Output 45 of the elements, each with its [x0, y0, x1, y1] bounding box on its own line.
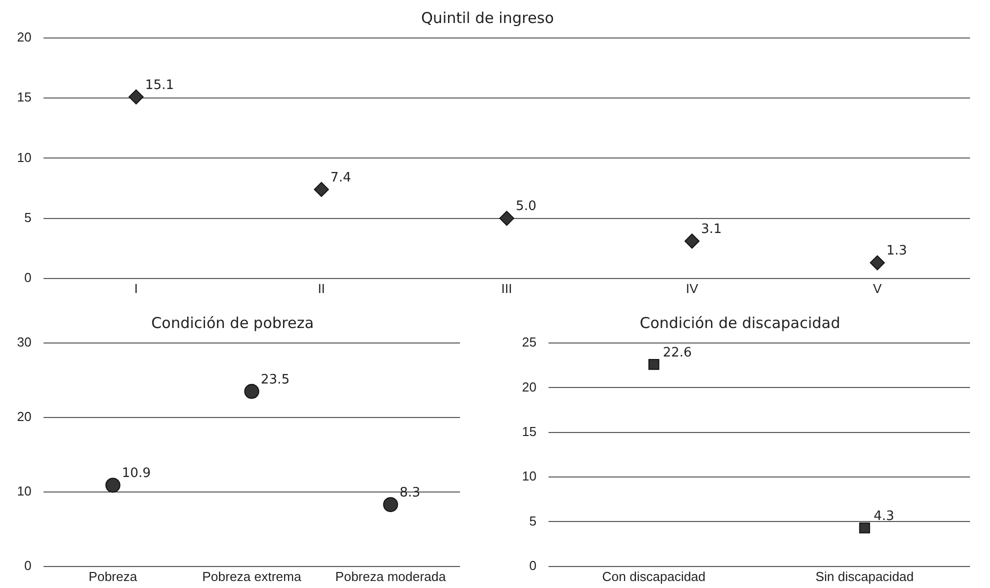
point	[105, 478, 120, 493]
y-tick-label: 0	[529, 558, 536, 573]
x-tick-label: IV	[686, 280, 698, 296]
point	[244, 384, 260, 399]
point	[383, 497, 398, 512]
data-label: 7.4	[330, 170, 352, 186]
y-tick-label: 0	[24, 270, 32, 285]
point	[684, 234, 700, 249]
data-label: 4.3	[874, 508, 894, 524]
y-tick-label: 5	[24, 210, 32, 225]
data-label: 22.6	[662, 345, 692, 360]
x-tick-label: Sin discapacidad	[815, 568, 914, 584]
x-tick-label: Pobreza extrema	[202, 568, 302, 584]
y-tick-label: 20	[522, 379, 536, 394]
chart-title: Condición de pobreza	[151, 314, 314, 332]
y-tick-label: 25	[522, 334, 536, 350]
data-label: 10.9	[122, 466, 151, 482]
x-tick-label: V	[873, 280, 882, 296]
y-tick-label: 30	[16, 334, 32, 350]
chart-title: Quintil de ingreso	[421, 8, 554, 27]
data-label: 23.5	[260, 372, 290, 388]
x-tick-label: Pobreza moderada	[335, 568, 447, 584]
y-tick-label: 10	[16, 484, 32, 499]
point	[314, 182, 329, 197]
data-label: 15.1	[145, 78, 174, 93]
x-tick-label: III	[501, 280, 512, 296]
data-label: 1.3	[886, 244, 908, 259]
y-tick-label: 15	[522, 424, 536, 439]
data-label: 3.1	[701, 222, 722, 238]
point	[499, 210, 514, 226]
x-tick-label: Pobreza	[88, 568, 138, 584]
point	[128, 89, 144, 104]
y-tick-label: 0	[24, 558, 32, 573]
point	[870, 255, 885, 270]
y-tick-label: 20	[16, 30, 32, 45]
x-tick-label: Con discapacidad	[602, 568, 706, 584]
y-tick-label: 10	[16, 150, 32, 165]
data-label: 5.0	[516, 199, 536, 214]
y-tick-label: 15	[16, 90, 32, 105]
y-tick-label: 10	[522, 468, 536, 484]
y-tick-label: 20	[16, 409, 32, 424]
y-tick-label: 5	[529, 513, 536, 528]
chart-title: Condición de discapacidad	[640, 314, 840, 332]
x-tick-label: I	[134, 280, 138, 296]
x-tick-label: II	[318, 280, 326, 296]
